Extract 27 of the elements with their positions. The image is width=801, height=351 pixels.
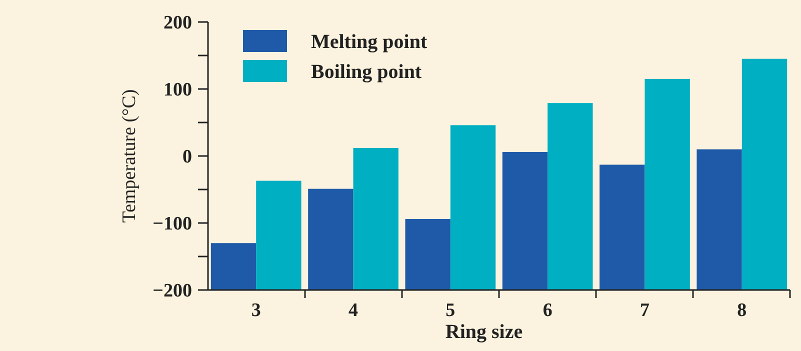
bar [405, 218, 450, 290]
y-tick-label: 0 [182, 146, 192, 168]
bar [450, 125, 496, 290]
y-tick-label: −200 [152, 280, 192, 302]
legend-label: Boiling point [311, 61, 422, 83]
x-tick-label: 4 [348, 300, 359, 321]
bar [210, 243, 256, 290]
y-tick-label: −100 [152, 214, 192, 235]
x-tick-label: 6 [542, 300, 552, 321]
x-tick-label: 5 [446, 300, 456, 321]
bar [353, 148, 398, 290]
x-tick-label: 8 [737, 300, 747, 321]
bar [696, 149, 742, 290]
bar [548, 103, 593, 290]
x-tick-label: 3 [251, 300, 261, 321]
bar [502, 152, 548, 290]
bar [644, 78, 690, 290]
y-axis-title: Temperature (°C) [119, 89, 140, 223]
bar [256, 180, 302, 290]
legend-label: Melting point [311, 31, 428, 53]
y-tick-label: 100 [164, 80, 192, 101]
bar [742, 58, 788, 290]
x-tick-label: 7 [640, 300, 650, 321]
y-tick-label: 200 [164, 12, 192, 34]
x-axis-title: Ring size [445, 321, 523, 343]
bar [308, 188, 354, 290]
bar [600, 164, 645, 290]
